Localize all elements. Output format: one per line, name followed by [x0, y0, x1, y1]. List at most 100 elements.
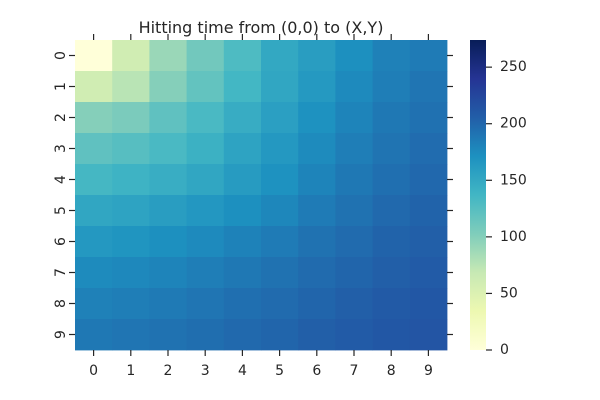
- heatmap-cell: [223, 195, 262, 227]
- heatmap-cell: [149, 226, 187, 258]
- y-tick-label: 3: [53, 144, 69, 153]
- heatmap-cell: [372, 226, 411, 258]
- heatmap-cell: [298, 195, 336, 227]
- y-tick-label: 5: [53, 206, 69, 215]
- colorbar-tick-label: 100: [500, 229, 527, 245]
- heatmap-cell: [261, 71, 299, 103]
- heatmap-cell: [149, 102, 187, 134]
- heatmap-cell: [409, 226, 448, 258]
- heatmap-cell: [298, 102, 336, 134]
- heatmap-cell: [261, 195, 299, 227]
- heatmap-cell: [335, 195, 373, 227]
- heatmap-cell: [186, 257, 225, 289]
- heatmap-cell: [149, 164, 187, 196]
- heatmap-cell: [372, 288, 411, 320]
- heatmap-cell: [372, 71, 411, 103]
- heatmap-cell: [372, 102, 411, 134]
- heatmap-cell: [335, 40, 373, 72]
- heatmap-cell: [186, 288, 225, 320]
- heatmap-cell: [112, 195, 150, 227]
- heatmap-cell: [223, 102, 262, 134]
- x-tick-label: 3: [201, 363, 210, 379]
- heatmap-cell: [112, 40, 150, 72]
- heatmap-cell: [186, 226, 225, 258]
- heatmap-cell: [372, 257, 411, 289]
- heatmap-cell: [261, 226, 299, 258]
- heatmap-cell: [186, 71, 225, 103]
- heatmap-cell: [372, 40, 411, 72]
- y-tick-label: 4: [53, 175, 69, 184]
- heatmap-cell: [409, 319, 448, 351]
- colorbar: [470, 40, 486, 350]
- colorbar-tick-label: 250: [500, 59, 527, 75]
- heatmap-cell: [112, 102, 150, 134]
- heatmap-cell: [335, 257, 373, 289]
- heatmap-cell: [409, 288, 448, 320]
- heatmap-cell: [372, 164, 411, 196]
- heatmap-cell: [149, 319, 187, 351]
- heatmap-cell: [409, 40, 448, 72]
- heatmap-cell: [149, 257, 187, 289]
- heatmap-cell: [112, 288, 150, 320]
- y-tick-label: 0: [53, 51, 69, 60]
- y-tick-label: 1: [53, 82, 69, 91]
- heatmap-cell: [186, 195, 225, 227]
- y-tick-label: 8: [53, 299, 69, 308]
- heatmap-cell: [298, 319, 336, 351]
- heatmap-cell: [261, 102, 299, 134]
- heatmap-cell: [75, 40, 113, 72]
- heatmap-cell: [335, 102, 373, 134]
- colorbar-tick-label: 200: [500, 116, 527, 132]
- x-tick-label: 5: [275, 363, 284, 379]
- x-tick-label: 9: [424, 363, 433, 379]
- heatmap-cell: [335, 319, 373, 351]
- heatmap-cell: [261, 319, 299, 351]
- heatmap-cell: [186, 164, 225, 196]
- heatmap-cell: [75, 257, 113, 289]
- heatmap-cell: [149, 40, 187, 72]
- heatmap-cell: [223, 133, 262, 165]
- heatmap-cell: [75, 164, 113, 196]
- heatmap-cell: [75, 288, 113, 320]
- heatmap-cell: [112, 319, 150, 351]
- heatmap-cell: [186, 40, 225, 72]
- heatmap-cell: [223, 226, 262, 258]
- x-tick-label: 2: [164, 363, 173, 379]
- heatmap-cell: [409, 164, 448, 196]
- heatmap-cell: [149, 288, 187, 320]
- heatmap-cell: [75, 71, 113, 103]
- heatmap-cell: [75, 102, 113, 134]
- colorbar-axis: 0 50 100 150 200 250: [486, 59, 527, 358]
- heatmap-cell: [409, 257, 448, 289]
- heatmap-cell: [335, 71, 373, 103]
- heatmap-cell: [298, 40, 336, 72]
- chart-title: Hitting time from (0,0) to (X,Y): [139, 18, 384, 37]
- x-tick-label: 0: [89, 363, 98, 379]
- heatmap-cell: [75, 319, 113, 351]
- heatmap-cell: [335, 164, 373, 196]
- heatmap-cell: [298, 288, 336, 320]
- x-axis: 0 1 2 3 4 5 6 7 8 9: [89, 34, 433, 379]
- heatmap-cell: [223, 257, 262, 289]
- y-axis: 0 1 2 3 4 5 6 7 8 9: [53, 51, 453, 339]
- y-tick-label: 2: [53, 113, 69, 122]
- heatmap-cell: [372, 195, 411, 227]
- heatmap-cell: [75, 133, 113, 165]
- y-tick-label: 6: [53, 237, 69, 246]
- heatmap-cell: [261, 164, 299, 196]
- heatmap-cell: [261, 133, 299, 165]
- colorbar-tick-label: 50: [500, 285, 518, 301]
- heatmap-cell: [112, 257, 150, 289]
- heatmap-cell: [261, 288, 299, 320]
- heatmap-cell: [75, 226, 113, 258]
- y-tick-label: 7: [53, 268, 69, 277]
- heatmap-cell: [112, 133, 150, 165]
- heatmap-cell: [298, 226, 336, 258]
- y-tick-label: 9: [53, 330, 69, 339]
- x-tick-label: 8: [387, 363, 396, 379]
- heatmap-cell: [298, 71, 336, 103]
- heatmap-cell: [223, 40, 262, 72]
- heatmap-cell: [261, 257, 299, 289]
- heatmap-cell: [409, 195, 448, 227]
